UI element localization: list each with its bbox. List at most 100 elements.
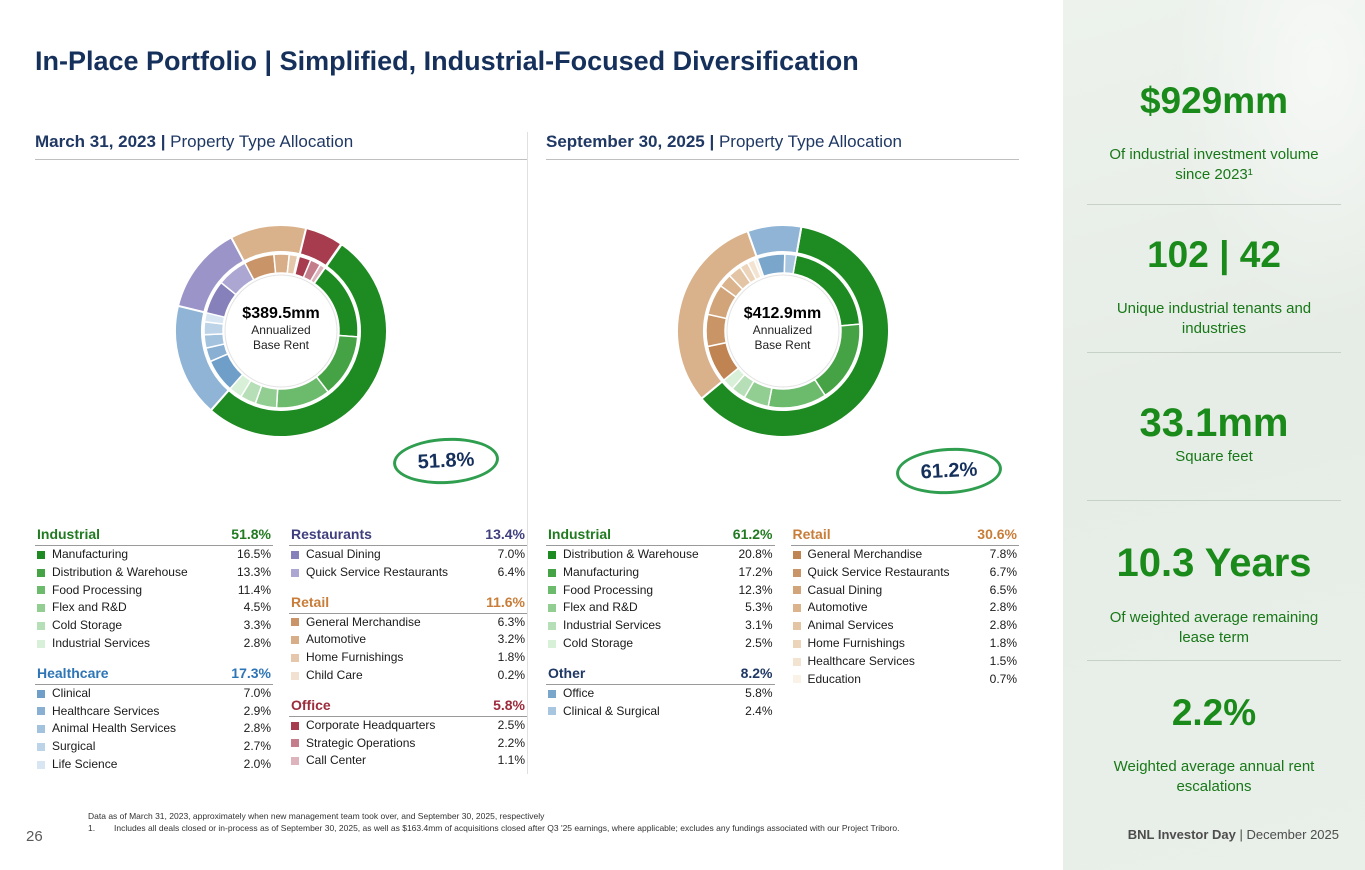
legend-swatch	[291, 568, 299, 577]
chart-header-2025-date: September 30, 2025 |	[546, 132, 715, 151]
legend-item: Automotive 3.2%	[289, 631, 527, 649]
legend-item-value: 6.4%	[497, 564, 525, 579]
footnote-line-1: Data as of March 31, 2023, approximately…	[88, 811, 545, 821]
legend-item-value: 2.7%	[243, 739, 271, 754]
legend-group-header-office: Office 5.8%	[289, 695, 527, 717]
legend-item: Animal Health Services 2.8%	[35, 720, 273, 738]
legend-item-label: Casual Dining	[807, 583, 883, 597]
legend-item: Education 0.7%	[791, 671, 1020, 689]
legend-item: Healthcare Services 2.9%	[35, 703, 273, 721]
chart-header-2023-label: Property Type Allocation	[165, 132, 354, 151]
legend-swatch	[291, 671, 299, 680]
footnotes: Data as of March 31, 2023, approximately…	[88, 810, 948, 835]
legend-column: Restaurants 13.4% Casual Dining 7.0% Quick S…	[289, 524, 527, 774]
legend-item-value: 6.5%	[989, 582, 1017, 597]
legend-item: Clinical 7.0%	[35, 685, 273, 703]
legend-item-value: 2.8%	[243, 721, 271, 736]
legend-item-value: 2.8%	[989, 618, 1017, 633]
legend-item: Casual Dining 6.5%	[791, 582, 1020, 600]
legend-group-name: Retail	[291, 593, 330, 610]
legend-item-value: 2.5%	[745, 635, 773, 650]
legend-item-label: Clinical & Surgical	[563, 704, 660, 718]
center-label-line2: Base Rent	[252, 338, 310, 352]
legend-swatch	[37, 760, 45, 769]
legend-2023: Industrial 51.8% Manufacturing 16.5% Distrib…	[35, 524, 527, 774]
legend-item-label: Office	[563, 686, 595, 700]
donut-wrap-2023: $389.5mm Annualized Base Rent 51.8%	[35, 166, 527, 518]
legend-swatch	[548, 604, 556, 613]
legend-item-value: 3.1%	[745, 618, 773, 633]
donut-center-circle	[726, 274, 839, 388]
legend-group-name: Industrial	[548, 526, 612, 542]
legend-group-total: 17.3%	[231, 664, 271, 681]
legend-group-total: 13.4%	[485, 526, 525, 542]
stat-label: Of industrial investment volume since 20…	[1109, 145, 1319, 184]
legend-item-label: Strategic Operations	[306, 736, 416, 750]
legend-swatch	[548, 639, 556, 648]
chart-header-2023: March 31, 2023 | Property Type Allocatio…	[35, 132, 527, 160]
legend-swatch	[792, 586, 801, 595]
legend-item-label: Automotive	[306, 633, 367, 647]
legend-item-value: 6.7%	[989, 564, 1017, 579]
legend-swatch	[37, 639, 45, 648]
legend-item-value: 16.5%	[236, 547, 271, 561]
stat-label: Of weighted average remaining lease term	[1109, 609, 1319, 647]
stat-label: Weighted average annual rent escalations	[1113, 757, 1315, 796]
legend-item: Quick Service Restaurants 6.4%	[289, 564, 527, 582]
legend-swatch	[548, 707, 556, 716]
chart-header-2025-label: Property Type Allocation	[714, 132, 902, 151]
legend-item: Life Science 2.0%	[35, 756, 273, 774]
donut-chart-2023	[174, 224, 388, 438]
legend-group-total: 8.2%	[740, 664, 773, 681]
stat-remaining-lease-term: 10.3 Years Of weighted average remaining…	[1063, 542, 1365, 649]
legend-item: Automotive 2.8%	[791, 599, 1020, 617]
sidebar-divider	[1087, 352, 1341, 353]
legend-item-label: Cold Storage	[52, 619, 123, 633]
legend-item-label: Automotive	[807, 601, 868, 615]
legend-swatch	[291, 739, 299, 748]
legend-swatch	[37, 568, 45, 577]
annualized-base-rent-value-2023: $389.5mm	[242, 305, 320, 322]
legend-group-total: 11.6%	[486, 593, 525, 610]
legend-item-value: 12.3%	[738, 582, 773, 597]
legend-swatch	[291, 618, 299, 627]
legend-item-value: 1.5%	[989, 653, 1017, 668]
stat-rent-escalations: 2.2% Weighted average annual rent escala…	[1063, 692, 1365, 797]
legend-swatch	[548, 689, 556, 698]
legend-swatch	[37, 604, 45, 613]
stat-value: 2.2%	[1171, 692, 1257, 733]
legend-item-value: 1.8%	[989, 635, 1017, 650]
legend-item: General Merchandise 6.3%	[289, 614, 527, 632]
legend-item-label: Distribution & Warehouse	[52, 565, 188, 579]
legend-swatch	[792, 675, 801, 684]
stat-value: 102 | 42	[1147, 234, 1281, 275]
legend-item-value: 3.3%	[243, 618, 271, 633]
legend-item-label: Quick Service Restaurants	[807, 565, 950, 579]
stats-sidebar: $929mm Of industrial investment volume s…	[1063, 0, 1365, 870]
legend-item: Manufacturing 16.5%	[35, 546, 273, 564]
legend-item-value: 7.8%	[989, 547, 1017, 561]
donut-segment-office	[298, 226, 343, 268]
legend-item-value: 11.4%	[237, 582, 271, 597]
legend-item-value: 2.4%	[745, 703, 773, 718]
legend-item: Cold Storage 2.5%	[546, 635, 775, 653]
chart-section-september-2025: September 30, 2025 | Property Type Alloc…	[527, 132, 1019, 774]
legend-item-value: 6.3%	[497, 614, 525, 629]
legend-swatch	[548, 622, 556, 631]
legend-item-label: Food Processing	[52, 583, 143, 597]
legend-swatch	[291, 757, 299, 766]
legend-item-label: Home Furnishings	[306, 651, 404, 665]
charts-row: March 31, 2023 | Property Type Allocatio…	[35, 132, 1027, 774]
sidebar-divider	[1087, 500, 1341, 501]
legend-item-label: Corporate Headquarters	[306, 718, 436, 732]
donut-segment-industrial	[699, 225, 890, 438]
legend-swatch	[792, 657, 801, 666]
chart-header-2023-date: March 31, 2023 |	[35, 132, 166, 151]
legend-item-label: Home Furnishings	[807, 636, 905, 650]
legend-item-value: 2.5%	[497, 717, 525, 732]
legend-item-label: Animal Health Services	[52, 722, 177, 736]
legend-item: Home Furnishings 1.8%	[791, 635, 1020, 653]
legend-group-name: Restaurants	[291, 526, 372, 542]
legend-item-value: 13.3%	[236, 564, 271, 579]
